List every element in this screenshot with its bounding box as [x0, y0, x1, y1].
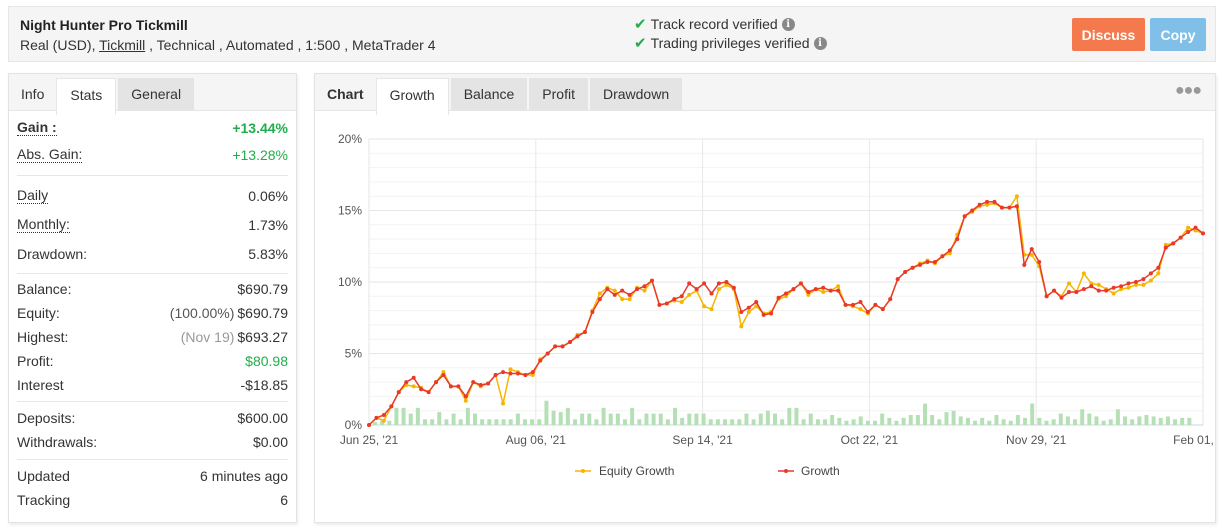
- tab-drawdown[interactable]: Drawdown: [589, 78, 683, 110]
- withdrawals-value: $0.00: [252, 434, 288, 450]
- broker-link[interactable]: Tickmill: [99, 37, 146, 53]
- ellipsis-icon[interactable]: ●●●: [1175, 82, 1202, 99]
- svg-text:Aug 06, '21: Aug 06, '21: [506, 433, 567, 447]
- track-record-verified: ✔ Track record verified i: [634, 15, 795, 33]
- stat-balance: Balance: $690.79: [17, 277, 288, 301]
- stat-daily: Daily 0.06%: [17, 181, 288, 210]
- stat-deposits: Deposits: $600.00: [17, 406, 288, 430]
- account-header: Night Hunter Pro Tickmill Real (USD), Ti…: [8, 6, 1216, 62]
- svg-text:Equity Growth: Equity Growth: [599, 464, 674, 478]
- highest-amount: $693.27: [237, 329, 288, 345]
- stat-abs-gain: Abs. Gain: +13.28%: [17, 140, 288, 170]
- updated-label: Updated: [17, 468, 70, 484]
- equity-value: (100.00%) $690.79: [170, 305, 288, 321]
- verification-label: Track record verified: [650, 16, 778, 32]
- check-icon: ✔: [634, 16, 647, 33]
- info-icon[interactable]: i: [781, 17, 795, 31]
- stat-gain: Gain : +13.44%: [17, 116, 288, 140]
- stat-profit: Profit: $80.98: [17, 349, 288, 373]
- daily-bars: [373, 400, 1192, 425]
- gain-label[interactable]: Gain :: [17, 119, 57, 136]
- stat-interest: Interest -$18.85: [17, 373, 288, 397]
- svg-text:Growth: Growth: [801, 464, 840, 478]
- svg-text:Feb 01, '22: Feb 01, '22: [1173, 433, 1215, 447]
- equity-percent: (100.00%): [169, 305, 235, 321]
- profit-label: Profit:: [17, 353, 54, 369]
- verification-label: Trading privileges verified: [650, 35, 810, 51]
- check-icon: ✔: [634, 35, 647, 52]
- equity-label: Equity:: [17, 305, 60, 321]
- withdrawals-label: Withdrawals:: [17, 434, 98, 450]
- svg-text:20%: 20%: [338, 132, 362, 146]
- interest-label: Interest: [17, 377, 64, 393]
- drawdown-label: Drawdown:: [17, 245, 88, 262]
- account-specs: , Technical , Automated , 1:500 , MetaTr…: [145, 37, 436, 53]
- svg-text:Nov 29, '21: Nov 29, '21: [1006, 433, 1067, 447]
- abs-gain-label[interactable]: Abs. Gain:: [17, 146, 83, 163]
- stat-equity: Equity: (100.00%) $690.79: [17, 301, 288, 325]
- stat-highest: Highest: (Nov 19) $693.27: [17, 325, 288, 349]
- svg-text:Oct 22, '21: Oct 22, '21: [841, 433, 899, 447]
- info-icon[interactable]: i: [813, 36, 827, 50]
- chart-lines: [367, 194, 1205, 427]
- daily-label[interactable]: Daily: [17, 186, 49, 204]
- deposits-label: Deposits:: [17, 410, 76, 426]
- trading-privileges-verified: ✔ Trading privileges verified i: [634, 34, 827, 52]
- chart-legend: Equity Growth Growth: [575, 464, 840, 478]
- tab-growth[interactable]: Growth: [375, 78, 449, 115]
- balance-label: Balance:: [17, 281, 72, 297]
- highest-date: (Nov 19): [180, 329, 235, 345]
- stat-withdrawals: Withdrawals: $0.00: [17, 430, 288, 454]
- highest-value: (Nov 19) $693.27: [181, 329, 288, 345]
- abs-gain-value: +13.28%: [232, 147, 288, 163]
- interest-value: -$18.85: [240, 377, 288, 393]
- drawdown-value: 5.83%: [248, 245, 288, 262]
- account-type: Real (USD),: [20, 37, 100, 53]
- chart-tabs: Chart Growth Balance Profit Drawdown ●●●: [315, 74, 1215, 115]
- deposits-value: $600.00: [237, 410, 288, 426]
- divider: [17, 273, 288, 274]
- stat-drawdown: Drawdown: 5.83%: [17, 239, 288, 268]
- profit-value: $80.98: [245, 353, 288, 369]
- stats-tabs: Info Stats General: [9, 74, 296, 115]
- svg-text:5%: 5%: [345, 347, 363, 361]
- stats-list: Gain : +13.44% Abs. Gain: +13.28% Daily …: [9, 111, 296, 512]
- divider: [17, 401, 288, 402]
- stats-panel: Info Stats General Gain : +13.44% Abs. G…: [8, 73, 297, 523]
- copy-button[interactable]: Copy: [1150, 18, 1206, 51]
- stat-updated: Updated 6 minutes ago: [17, 464, 288, 488]
- equity-amount: $690.79: [237, 305, 288, 321]
- divider: [17, 175, 288, 176]
- tab-profit[interactable]: Profit: [529, 78, 588, 110]
- tab-info[interactable]: Info: [21, 86, 45, 102]
- svg-text:Sep 14, '21: Sep 14, '21: [672, 433, 733, 447]
- balance-value: $690.79: [237, 281, 288, 297]
- updated-value: 6 minutes ago: [200, 468, 288, 484]
- tab-general[interactable]: General: [118, 78, 195, 110]
- stat-monthly: Monthly: 1.73%: [17, 210, 288, 239]
- svg-text:15%: 15%: [338, 204, 362, 218]
- tab-balance[interactable]: Balance: [450, 78, 528, 110]
- svg-text:10%: 10%: [338, 275, 362, 289]
- svg-text:0%: 0%: [345, 418, 363, 432]
- monthly-label[interactable]: Monthly:: [17, 215, 70, 233]
- svg-text:Jun 25, '21: Jun 25, '21: [340, 433, 399, 447]
- tab-stats[interactable]: Stats: [56, 78, 117, 115]
- chart-panel: Chart Growth Balance Profit Drawdown ●●●…: [314, 73, 1216, 523]
- chart-grid: [368, 138, 1204, 426]
- gain-value: +13.44%: [232, 120, 288, 136]
- tracking-value: 6: [280, 492, 288, 508]
- chart-axes: Jun 25, '21 Aug 06, '21 Sep 14, '21 Oct 22,…: [338, 132, 1215, 447]
- stat-tracking: Tracking 6: [17, 488, 288, 512]
- account-details: Real (USD), Tickmill , Technical , Autom…: [20, 37, 436, 53]
- divider: [17, 459, 288, 460]
- tracking-label: Tracking: [17, 492, 71, 508]
- growth-chart[interactable]: Jun 25, '21 Aug 06, '21 Sep 14, '21 Oct 22,…: [315, 111, 1215, 523]
- monthly-value: 1.73%: [248, 216, 288, 233]
- tab-chart-label: Chart: [327, 86, 364, 102]
- discuss-button[interactable]: Discuss: [1072, 18, 1145, 51]
- highest-label: Highest:: [17, 329, 69, 345]
- daily-value: 0.06%: [248, 187, 288, 204]
- account-title: Night Hunter Pro Tickmill: [20, 17, 188, 33]
